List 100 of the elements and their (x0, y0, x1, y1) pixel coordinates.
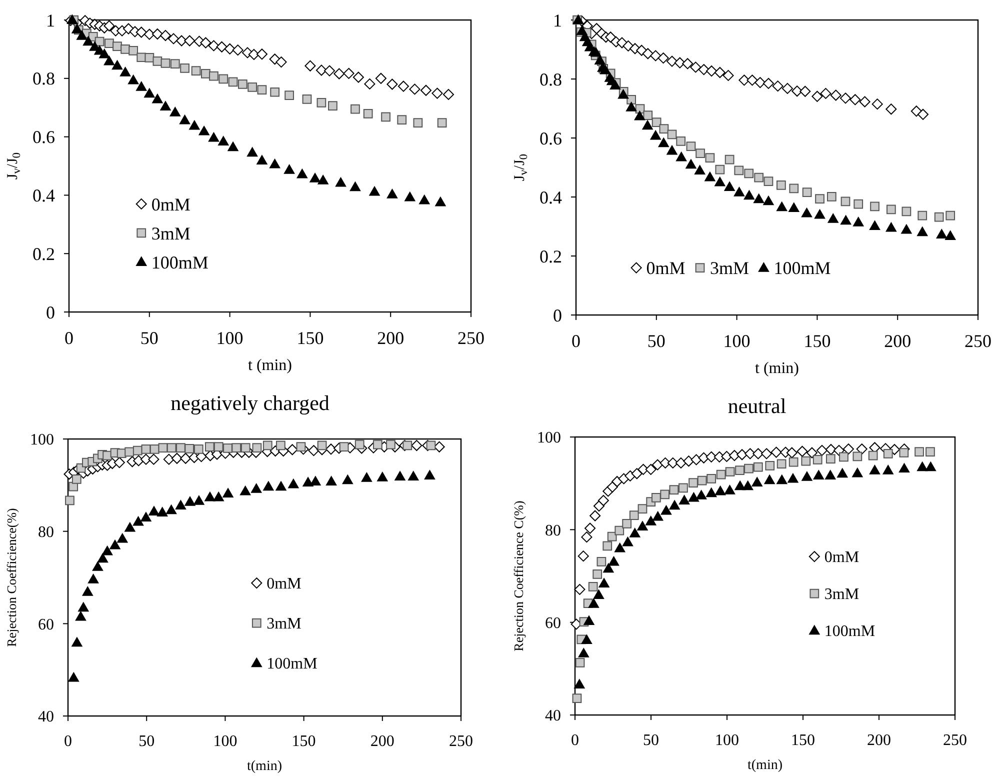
point (828, 214, 838, 223)
point (310, 476, 321, 486)
point (716, 470, 726, 480)
point (754, 194, 764, 204)
point (696, 490, 707, 500)
point (248, 82, 257, 92)
point (676, 152, 687, 162)
point (715, 164, 725, 174)
point (288, 478, 299, 488)
point (735, 466, 744, 476)
point (316, 98, 326, 108)
point (675, 457, 686, 468)
point (603, 563, 614, 573)
point (666, 145, 678, 155)
x-tick-label: 100 (213, 733, 238, 750)
y-tick-label: 0.6 (540, 128, 562, 148)
y-tick-label: 80 (545, 522, 561, 540)
legend-label: 0mM (266, 576, 302, 593)
point (296, 168, 308, 178)
legend-label: 0mM (151, 194, 190, 214)
point (325, 444, 337, 455)
point (180, 63, 190, 73)
point (825, 470, 836, 480)
point (802, 188, 812, 197)
point (204, 492, 216, 502)
point (801, 208, 812, 218)
point (584, 522, 596, 534)
point (706, 66, 718, 77)
point (634, 110, 645, 120)
point (350, 104, 360, 114)
y-tick-label: 0.2 (540, 246, 562, 266)
point (152, 94, 163, 104)
point (276, 440, 286, 450)
point (198, 126, 210, 136)
y-tick-label: 0.4 (32, 186, 55, 206)
point (216, 41, 228, 52)
point (651, 493, 661, 502)
point (694, 165, 706, 175)
point (688, 492, 700, 502)
point (262, 440, 272, 450)
point (152, 56, 162, 66)
point (614, 526, 624, 536)
y-tick-label: 0 (46, 302, 55, 322)
point (334, 68, 345, 80)
point (652, 118, 662, 128)
point (104, 56, 115, 66)
point (789, 184, 799, 194)
point (584, 616, 594, 625)
point (816, 444, 828, 456)
point (646, 516, 656, 526)
point (820, 88, 832, 99)
point (724, 182, 735, 192)
point (276, 481, 286, 491)
point (652, 511, 664, 521)
x-tick-label: 100 (216, 328, 244, 348)
point (697, 476, 707, 486)
x-tick-label: 50 (643, 732, 659, 749)
point (715, 486, 726, 496)
point (637, 521, 648, 530)
point (166, 504, 177, 514)
point (120, 66, 131, 76)
point (214, 442, 224, 452)
point (667, 457, 678, 468)
point (99, 48, 110, 58)
point (724, 484, 736, 494)
x-tick-label: 50 (140, 328, 158, 348)
point (917, 108, 929, 120)
point (902, 206, 912, 216)
point (65, 496, 74, 506)
legend-label: 3mM (710, 258, 750, 278)
point (381, 112, 390, 122)
y-axis-title: Rejection Coefficience(%) (4, 508, 19, 647)
point (870, 202, 880, 212)
point (377, 472, 388, 482)
point (725, 467, 735, 476)
point (170, 106, 180, 116)
point (830, 90, 842, 101)
point (869, 220, 880, 230)
point (213, 492, 224, 502)
point (160, 101, 171, 110)
point (840, 92, 852, 104)
point (652, 459, 664, 470)
point (168, 33, 180, 44)
point (796, 446, 808, 457)
point (714, 66, 726, 78)
point (658, 138, 669, 148)
point (163, 454, 174, 465)
y-tick-label: 1 (46, 10, 55, 30)
point (630, 528, 640, 538)
point (658, 52, 669, 64)
point (622, 40, 634, 52)
x-tick-label: 0 (64, 733, 72, 750)
point (936, 229, 947, 239)
point (674, 57, 686, 68)
x-tick-label: 150 (296, 328, 324, 348)
point (343, 68, 354, 79)
point (276, 56, 287, 68)
point (240, 443, 250, 452)
legend-label: 0mM (824, 549, 860, 566)
point (826, 454, 836, 464)
